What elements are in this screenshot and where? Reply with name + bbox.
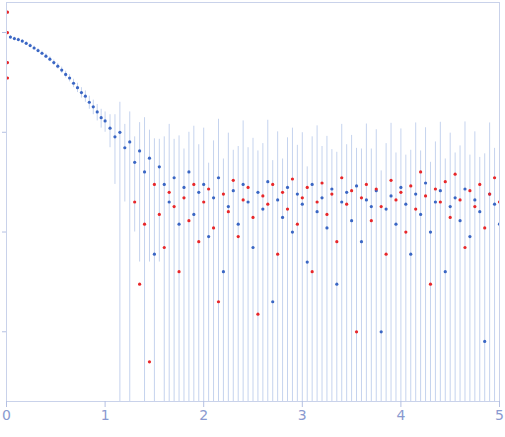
svg-text:1: 1 (101, 407, 110, 423)
svg-text:3: 3 (298, 407, 307, 423)
svg-text:0: 0 (2, 407, 11, 423)
svg-text:4: 4 (396, 407, 405, 423)
svg-text:5: 5 (495, 407, 504, 423)
svg-text:2: 2 (199, 407, 208, 423)
